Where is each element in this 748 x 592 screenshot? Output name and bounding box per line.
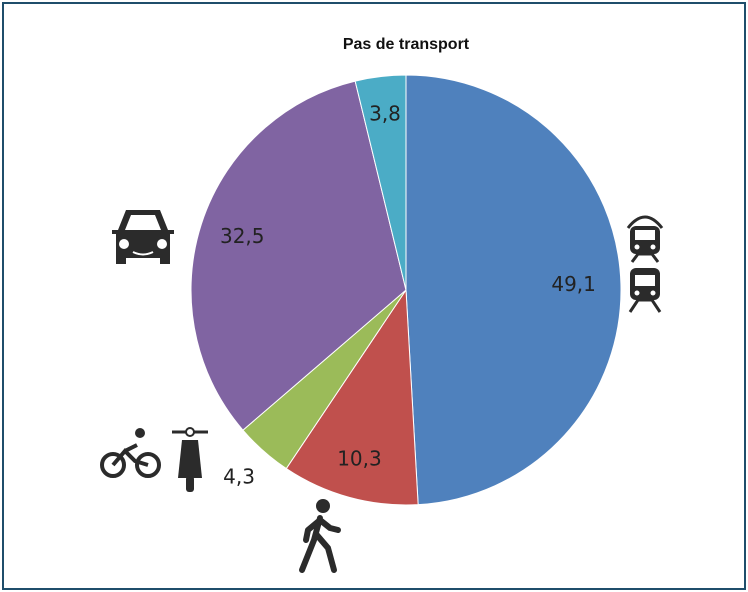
data-label: 10,3	[337, 447, 382, 471]
scooter-icon	[172, 427, 208, 492]
bike-icon	[100, 428, 161, 478]
train-icon	[628, 268, 662, 313]
car-icon	[112, 210, 174, 264]
pie-slice	[190, 80, 407, 431]
pie-slice	[354, 74, 407, 291]
pie	[190, 74, 622, 506]
data-label: 49,1	[551, 272, 596, 296]
data-label: 3,8	[369, 101, 401, 125]
data-label: 4,3	[223, 465, 255, 489]
chart-title: Pas de transport	[343, 36, 470, 53]
pedestrian-icon	[299, 499, 341, 573]
icons	[100, 210, 664, 573]
data-label: 32,5	[220, 224, 265, 248]
pie-slice	[405, 74, 622, 506]
pie-slice	[285, 288, 419, 506]
train-icon	[626, 215, 664, 263]
